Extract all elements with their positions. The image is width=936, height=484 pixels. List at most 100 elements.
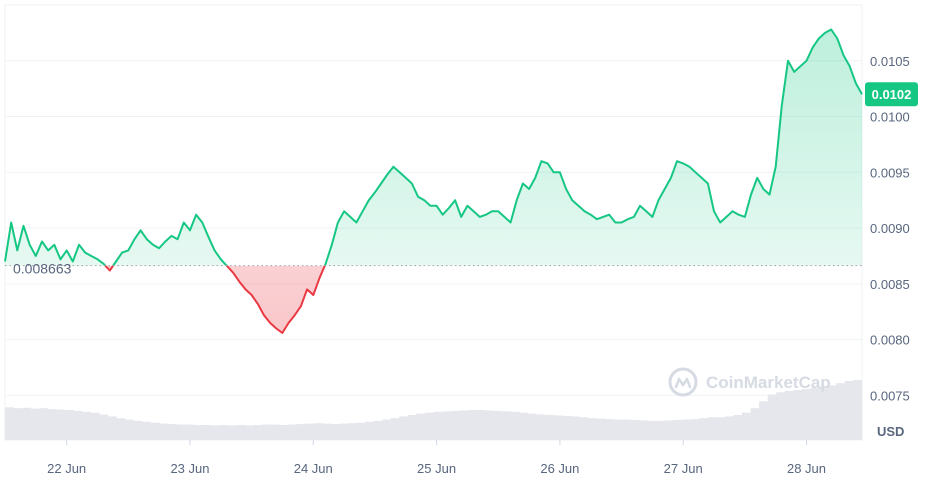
volume-bar (364, 421, 374, 440)
x-tick-label: 24 Jun (294, 461, 333, 476)
y-axis: 0.0075 0.0080 0.0085 0.0090 0.0095 0.0100 0.01… (870, 54, 910, 404)
volume-bar (682, 419, 691, 440)
area-above-reference (5, 29, 862, 266)
volume-bar (690, 419, 700, 440)
volume-bar (587, 418, 597, 440)
volume-bar (253, 425, 263, 440)
volume-bar (142, 421, 151, 440)
volume-bar (30, 408, 40, 440)
reference-price-label: 0.008663 (13, 261, 72, 277)
volume-bar (527, 413, 537, 440)
volume-bar (304, 423, 314, 440)
volume-bar (262, 424, 271, 440)
volume-bar (476, 410, 486, 440)
volume-bar (313, 423, 323, 440)
volume-bar (553, 415, 563, 440)
volume-bar (699, 418, 709, 440)
x-axis: 22 Jun 23 Jun 24 Jun 25 Jun 26 Jun 27 Jun 28 J… (47, 440, 826, 476)
y-tick-label: 0.0100 (870, 110, 910, 125)
volume-bar (399, 416, 409, 440)
volume-bars (5, 380, 863, 440)
volume-bar (639, 420, 649, 440)
volume-bar (459, 410, 469, 440)
volume-bar (270, 424, 280, 440)
volume-bar (810, 387, 820, 440)
volume-bar (322, 423, 331, 440)
volume-bar (22, 407, 32, 440)
volume-bar (176, 424, 186, 440)
volume-bar (442, 411, 451, 440)
volume-bar (56, 409, 66, 440)
volume-bar (467, 410, 477, 440)
volume-bar (107, 416, 117, 440)
x-tick-label: 27 Jun (664, 461, 703, 476)
volume-bar (330, 424, 340, 440)
volume-bar (759, 401, 769, 440)
volume-bar (227, 425, 237, 440)
volume-bar (202, 425, 211, 440)
price-line-up (4, 28, 863, 266)
x-tick-label: 26 Jun (540, 461, 579, 476)
x-tick-label: 22 Jun (47, 461, 86, 476)
volume-bar (39, 408, 49, 440)
volume-bar (167, 424, 177, 440)
volume-bar (793, 390, 803, 440)
volume-bar (184, 424, 194, 440)
volume-bar (802, 389, 811, 440)
volume-bar (390, 418, 400, 440)
volume-bar (236, 425, 246, 440)
price-area (5, 29, 862, 333)
volume-bar (193, 425, 203, 440)
y-tick-label: 0.0075 (870, 388, 910, 403)
currency-unit-label: USD (877, 424, 904, 439)
price-line-down (103, 265, 326, 334)
current-price-label: 0.0102 (872, 87, 912, 102)
volume-bar (373, 420, 383, 440)
volume-bar (716, 417, 726, 440)
volume-bar (73, 410, 83, 440)
volume-bar (544, 415, 554, 440)
volume-bar (5, 407, 14, 440)
volume-bar (416, 413, 426, 440)
volume-bar (296, 424, 306, 440)
volume-bar (656, 420, 666, 440)
volume-bar (347, 423, 357, 440)
volume-bar (647, 420, 657, 440)
coinmarketcap-watermark: CoinMarketCap (668, 367, 831, 397)
volume-bar (733, 415, 743, 440)
volume-bar (664, 420, 674, 440)
volume-bar (827, 385, 837, 440)
volume-bar (604, 419, 614, 440)
volume-bar (596, 418, 606, 440)
volume-bar (519, 412, 529, 440)
y-tick-label: 0.0085 (870, 277, 910, 292)
volume-bar (776, 392, 786, 440)
volume-bar (724, 416, 734, 440)
volume-bar (407, 415, 417, 440)
volume-bar (339, 423, 349, 440)
watermark-text: CoinMarketCap (706, 373, 831, 392)
volume-bar (64, 410, 74, 440)
volume-bar (579, 417, 589, 440)
volume-bar (707, 417, 717, 440)
volume-bar (767, 394, 777, 440)
x-tick-label: 23 Jun (170, 461, 209, 476)
price-line (4, 28, 863, 334)
volume-bar (210, 425, 220, 440)
volume-bar (536, 414, 546, 440)
y-tick-label: 0.0105 (870, 54, 910, 69)
y-tick-label: 0.0095 (870, 165, 910, 180)
volume-bar (673, 420, 683, 440)
volume-bar (90, 412, 100, 440)
volume-bar (784, 390, 794, 440)
volume-bar (47, 409, 57, 440)
volume-bar (510, 411, 520, 440)
volume-bar (219, 425, 229, 440)
area-below-reference (5, 265, 862, 333)
volume-bar (493, 410, 503, 440)
volume-bar (836, 383, 846, 440)
volume-bar (853, 380, 863, 440)
volume-bar (622, 419, 631, 440)
